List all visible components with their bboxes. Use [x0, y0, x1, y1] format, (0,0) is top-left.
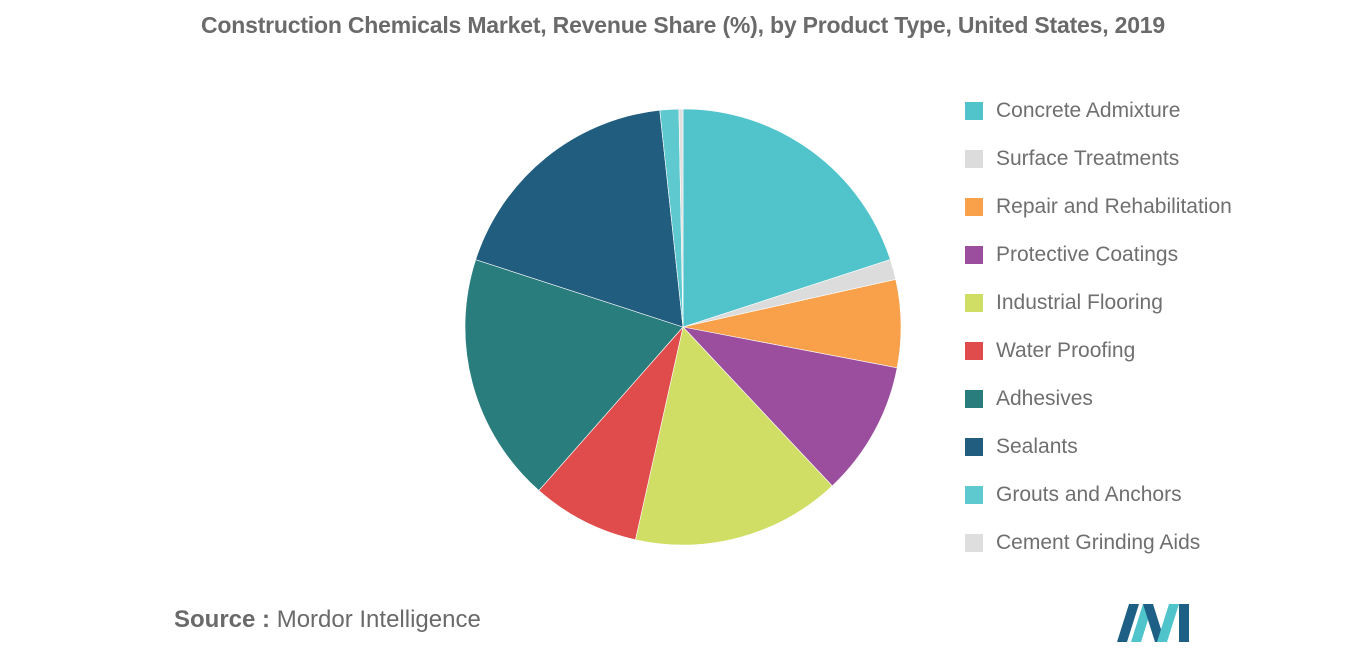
legend-label: Sealants — [996, 435, 1078, 458]
legend-item-grouts-and-anchors: Grouts and Anchors — [965, 479, 1182, 511]
pie-slice-adhesives — [464, 259, 684, 491]
legend-item-industrial-flooring: Industrial Flooring — [965, 287, 1163, 319]
legend-label: Protective Coatings — [996, 243, 1179, 266]
mordor-intelligence-logo-icon — [1117, 604, 1189, 642]
legend-item-cement-grinding-aids: Cement Grinding Aids — [965, 527, 1200, 559]
legend-swatch — [965, 534, 983, 552]
legend-item-adhesives: Adhesives — [965, 383, 1093, 415]
legend-swatch — [965, 438, 983, 456]
legend-label: Water Proofing — [996, 339, 1136, 362]
legend-item-repair-and-rehabilitation: Repair and Rehabilitation — [965, 191, 1232, 223]
legend-label: Surface Treatments — [996, 147, 1180, 170]
legend-item-water-proofing: Water Proofing — [965, 335, 1135, 367]
pie-slice-concrete-admixture — [682, 108, 891, 328]
legend-item-surface-treatments: Surface Treatments — [965, 143, 1179, 175]
legend-label: Cement Grinding Aids — [996, 531, 1201, 554]
legend-item-concrete-admixture: Concrete Admixture — [965, 95, 1180, 127]
legend-swatch — [965, 294, 983, 312]
legend-label: Grouts and Anchors — [996, 483, 1182, 506]
legend-swatch — [965, 102, 983, 120]
pie-slice-protective-coatings — [682, 326, 898, 487]
legend-label: Concrete Admixture — [996, 99, 1181, 122]
source-text: Mordor Intelligence — [276, 606, 481, 633]
legend-item-sealants: Sealants — [965, 431, 1078, 463]
legend-swatch — [965, 486, 983, 504]
legend-swatch — [965, 246, 983, 264]
source-note: Source : Mordor Intelligence — [174, 606, 481, 634]
legend-swatch — [965, 198, 983, 216]
chart-title: Construction Chemicals Market, Revenue S… — [201, 12, 1165, 38]
legend-label: Industrial Flooring — [996, 291, 1163, 314]
pie-slice-sealants — [475, 109, 684, 328]
pie-slice-water-proofing — [538, 326, 684, 541]
legend-swatch — [965, 390, 983, 408]
pie-slice-industrial-flooring — [635, 326, 833, 546]
legend-swatch — [965, 342, 983, 360]
legend-label: Adhesives — [996, 387, 1093, 410]
legend-label: Repair and Rehabilitation — [996, 195, 1232, 218]
source-label: Source : — [174, 606, 271, 633]
legend-swatch — [965, 150, 983, 168]
pie-slice-cement-grinding-aids — [678, 108, 684, 328]
legend-item-protective-coatings: Protective Coatings — [965, 239, 1178, 271]
